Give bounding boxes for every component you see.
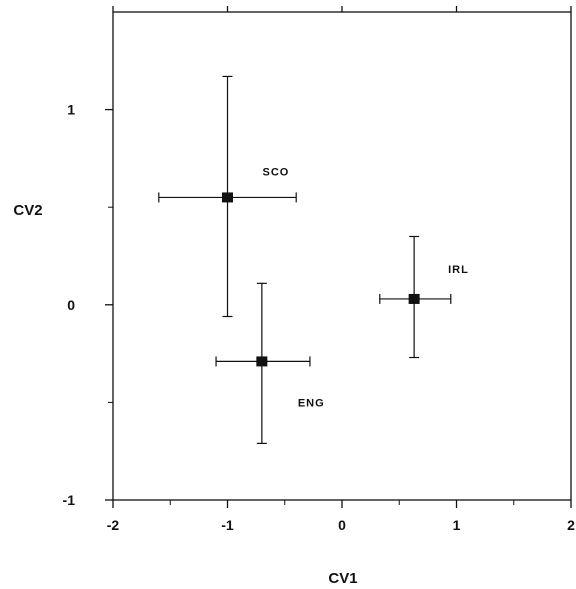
x-tick-label: 2 — [567, 517, 575, 533]
x-tick-label: 1 — [453, 517, 461, 533]
y-tick-label: -1 — [63, 492, 76, 508]
y-axis-label: CV2 — [13, 202, 42, 219]
y-tick-label: 0 — [67, 297, 75, 313]
data-point-label: ENG — [298, 397, 325, 409]
x-tick-label: 0 — [338, 517, 346, 533]
data-point-marker — [256, 356, 268, 367]
data-point-label: SCO — [263, 166, 290, 178]
y-tick-label: 1 — [67, 102, 75, 118]
data-point-marker — [408, 293, 420, 304]
data-point-label: IRL — [448, 264, 469, 276]
x-tick-label: -1 — [221, 517, 234, 533]
x-tick-label: -2 — [107, 517, 120, 533]
x-axis-label: CV1 — [328, 570, 357, 587]
plot-frame — [112, 11, 572, 501]
data-point-marker — [222, 192, 233, 203]
